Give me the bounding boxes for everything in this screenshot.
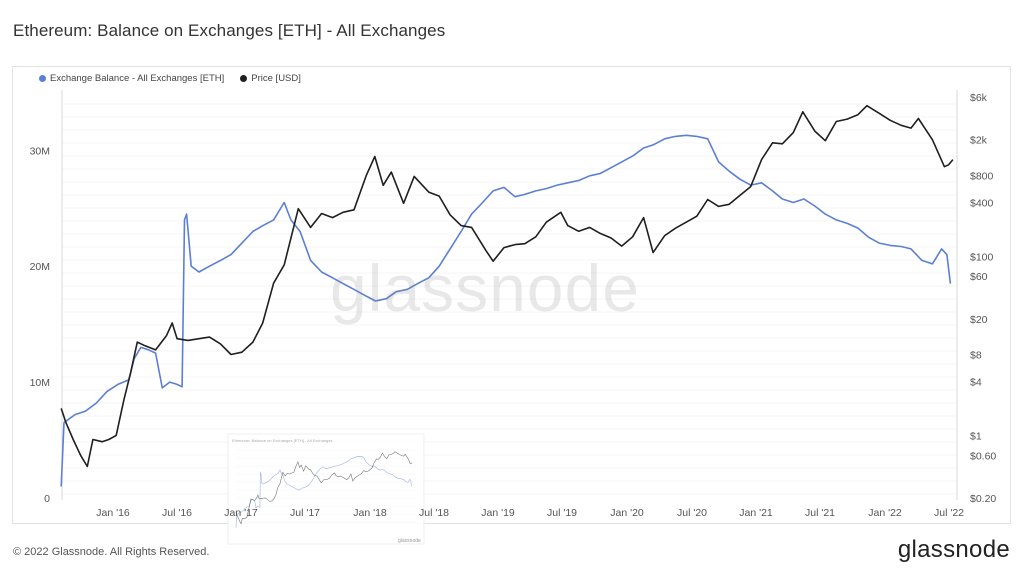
inset-balance-line (235, 456, 412, 528)
y-left-tick-label: 10M (30, 377, 50, 389)
y-axis-left: 0 10M 20M 30M (30, 145, 51, 505)
y-right-tick-label: $0.60 (970, 450, 996, 462)
x-tick-label: Jan '16 (96, 507, 130, 519)
legend-item-price[interactable]: Price [USD] (240, 73, 301, 84)
brand-logo[interactable]: glassnode (897, 536, 1010, 563)
y-left-tick-label: 20M (30, 261, 50, 273)
series-balance (60, 134, 952, 487)
y-right-tick-label: $20 (970, 314, 988, 326)
x-tick-label: Jul '20 (677, 507, 707, 519)
y-right-tick-label: $60 (970, 271, 988, 283)
x-tick-label: Jul '21 (805, 507, 835, 519)
x-tick-label: Jul '17 (290, 507, 320, 519)
y-axis-right: $0.20 $0.60 $1 $4 $8 $20 $60 $100 $400 $800 $2k $6k (970, 92, 996, 505)
legend-dot-balance (39, 75, 46, 82)
inset-price-line (235, 451, 413, 525)
page-title: Ethereum: Balance on Exchanges [ETH] - A… (13, 21, 446, 40)
copyright-footer: © 2022 Glassnode. All Rights Reserved. (13, 546, 210, 558)
x-tick-label: Jan '21 (739, 507, 773, 519)
x-tick-label: Jul '22 (934, 507, 964, 519)
x-tick-label: Jul '19 (547, 507, 577, 519)
y-right-tick-label: $0.20 (970, 493, 996, 505)
y-right-tick-label: $6k (970, 92, 988, 104)
price-line-path (60, 104, 954, 468)
x-tick-label: Jan '17 (224, 507, 258, 519)
legend-label-price: Price [USD] (251, 73, 301, 84)
x-tick-label: Jan '18 (353, 507, 387, 519)
chart-card: Exchange Balance - All Exchanges [ETH] P… (12, 66, 1011, 524)
x-axis: Jan '16 Jul '16 Jan '17 Jul '17 Jan '18 Jul '… (96, 507, 964, 519)
y-right-tick-label: $100 (970, 251, 994, 263)
x-tick-label: Jan '19 (481, 507, 515, 519)
x-tick-label: Jul '16 (162, 507, 192, 519)
y-right-tick-label: $8 (970, 350, 982, 362)
grid-lines (61, 90, 958, 500)
balance-line-path (60, 134, 952, 487)
y-left-tick-label: 0 (44, 493, 50, 505)
legend-dot-price (240, 75, 248, 82)
y-right-tick-label: $800 (970, 170, 994, 182)
x-tick-label: Jan '22 (868, 507, 902, 519)
y-right-tick-label: $400 (970, 197, 994, 209)
legend-label-balance: Exchange Balance - All Exchanges [ETH] (50, 73, 225, 84)
x-tick-label: Jan '20 (610, 507, 644, 519)
y-right-tick-label: $1 (970, 430, 982, 442)
y-right-tick-label: $2k (970, 135, 988, 147)
legend-item-balance[interactable]: Exchange Balance - All Exchanges [ETH] (39, 73, 224, 84)
x-tick-label: Jul '18 (419, 507, 449, 519)
y-right-tick-label: $4 (970, 376, 982, 388)
inset-frame (227, 433, 425, 545)
inset-thumbnail: Ethereum: Balance on Exchanges [ETH] - A… (227, 433, 425, 545)
chart-legend: Exchange Balance - All Exchanges [ETH] P… (39, 73, 301, 84)
inset-title: Ethereum: Balance on Exchanges [ETH] - A… (232, 438, 333, 443)
inset-brand: glassnode (398, 538, 421, 544)
series-price (60, 104, 954, 468)
y-left-tick-label: 30M (30, 145, 50, 157)
